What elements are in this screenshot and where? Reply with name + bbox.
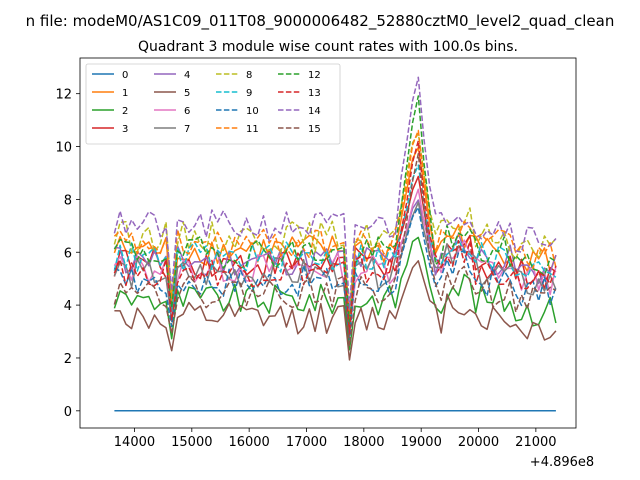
- series-10-line: [114, 206, 557, 341]
- series-7-line: [113, 201, 557, 336]
- series-15-line: [113, 153, 557, 347]
- legend-label-11: 11: [246, 124, 259, 135]
- series-5-line: [114, 260, 557, 361]
- y-tick-label: 10: [55, 141, 72, 156]
- legend-label-13: 13: [308, 88, 321, 99]
- y-tick-label: 6: [64, 246, 72, 261]
- plot-frame: [79, 57, 577, 429]
- x-tick-label: 18000: [343, 435, 384, 450]
- x-offset-label: +4.896e8: [530, 455, 594, 470]
- chart-title: Quadrant 3 module wise count rates with …: [138, 39, 518, 55]
- legend-frame: [85, 63, 341, 145]
- legend-label-5: 5: [184, 88, 190, 99]
- x-tick-label: 14000: [114, 435, 155, 450]
- y-tick-label: 8: [64, 193, 72, 208]
- series-12-line: [113, 95, 557, 325]
- legend-label-0: 0: [122, 70, 128, 81]
- legend-label-4: 4: [184, 70, 190, 81]
- figure-suptitle: n file: modeM0/AS1C09_011T08_9000006482_…: [26, 12, 615, 31]
- legend-label-3: 3: [122, 124, 128, 135]
- y-tick-label: 12: [55, 88, 72, 103]
- series-9-line: [113, 164, 557, 328]
- legend-label-12: 12: [308, 70, 321, 81]
- series-11-line: [113, 129, 557, 320]
- legend-label-1: 1: [122, 88, 128, 99]
- series-14-line: [113, 76, 557, 310]
- y-tick-label: 4: [64, 299, 72, 314]
- series-13-line: [113, 140, 557, 335]
- legend-label-9: 9: [246, 88, 252, 99]
- y-tick-label: 0: [64, 405, 72, 420]
- plot-series-area: [113, 76, 557, 412]
- x-tick-label: 16000: [228, 435, 269, 450]
- legend-label-6: 6: [184, 106, 190, 117]
- series-8-line: [113, 132, 557, 316]
- x-tick-label: 15000: [171, 435, 212, 450]
- legend-label-7: 7: [184, 124, 190, 135]
- x-tick-label: 20000: [458, 435, 499, 450]
- legend-label-10: 10: [246, 106, 259, 117]
- legend-label-8: 8: [246, 70, 252, 81]
- legend-label-15: 15: [308, 124, 321, 135]
- legend-label-2: 2: [122, 106, 128, 117]
- x-tick-label: 19000: [400, 435, 441, 450]
- axes: 14000 15000 16000 17000 18000 19000 20000 21000…: [55, 88, 556, 450]
- legend-label-14: 14: [308, 106, 321, 117]
- x-tick-label: 21000: [515, 435, 556, 450]
- y-tick-label: 2: [64, 352, 72, 367]
- series-6-line: [113, 188, 557, 334]
- x-tick-label: 17000: [286, 435, 327, 450]
